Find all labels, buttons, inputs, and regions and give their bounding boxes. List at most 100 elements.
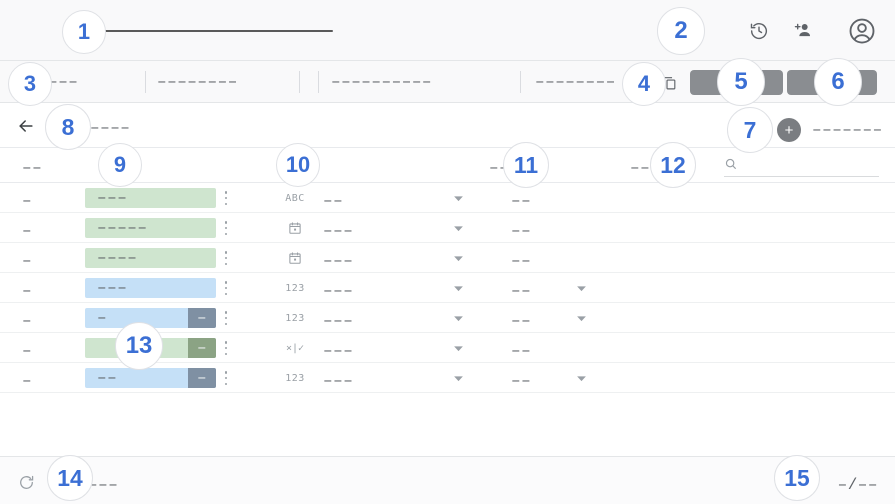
row-name-chip[interactable]: ––– xyxy=(85,188,216,208)
row-dropdown-caret-1[interactable] xyxy=(453,315,464,322)
row-name-chip[interactable]: ––– xyxy=(85,278,216,298)
row-handle: – xyxy=(22,312,33,330)
table-row[interactable]: ––––123––––– xyxy=(0,363,895,393)
row-value-secondary[interactable]: –– xyxy=(511,252,532,270)
row-dropdown-caret-1[interactable] xyxy=(453,225,464,232)
toolbar-divider-3 xyxy=(318,71,319,93)
row-more-menu-icon[interactable] xyxy=(221,191,231,205)
callout-marker-6: 6 xyxy=(814,58,862,106)
callout-marker-9: 9 xyxy=(98,143,142,187)
row-name-label: –– xyxy=(97,369,118,387)
callout-marker-15: 15 xyxy=(774,455,820,501)
add-person-icon[interactable] xyxy=(790,19,814,43)
toolbar-divider-2 xyxy=(299,71,300,93)
row-type-icon-123: 123 xyxy=(285,282,305,294)
row-value-primary[interactable]: ––– xyxy=(323,252,354,270)
row-type-icon-abc: ABC xyxy=(285,192,305,204)
callout-marker-12: 12 xyxy=(650,142,696,188)
row-value-primary[interactable]: ––– xyxy=(323,372,354,390)
breadcrumb-path[interactable]: –––– xyxy=(90,119,131,137)
toolbar-menu-3[interactable]: –––––––––– xyxy=(331,73,433,91)
row-dropdown-caret-2[interactable] xyxy=(576,285,587,292)
callout-marker-11: 11 xyxy=(503,142,549,188)
table-row[interactable]: – ––––– ––– –– xyxy=(0,213,895,243)
row-dropdown-caret-1[interactable] xyxy=(453,285,464,292)
row-dropdown-caret-1[interactable] xyxy=(453,255,464,262)
row-name-chip[interactable]: –––– xyxy=(85,248,216,268)
row-value-primary[interactable]: –– xyxy=(323,192,344,210)
history-icon[interactable] xyxy=(747,19,771,43)
row-more-menu-icon[interactable] xyxy=(221,251,231,265)
row-chip-badge-label: – xyxy=(196,339,208,357)
row-value-secondary[interactable]: –– xyxy=(511,222,532,240)
status-right-label: –/–– xyxy=(837,476,878,494)
top-bar xyxy=(0,0,895,61)
row-handle: – xyxy=(22,192,33,210)
back-arrow-icon[interactable] xyxy=(16,116,36,136)
callout-marker-1: 1 xyxy=(62,10,106,54)
add-button[interactable]: + xyxy=(777,118,801,142)
row-value-primary[interactable]: ––– xyxy=(323,342,354,360)
table-row[interactable]: ––––123––––– xyxy=(0,273,895,303)
row-value-primary[interactable]: ––– xyxy=(323,222,354,240)
row-more-menu-icon[interactable] xyxy=(221,371,231,385)
callout-marker-8: 8 xyxy=(45,104,91,150)
row-chip-badge[interactable]: – xyxy=(188,368,216,388)
callout-marker-14: 14 xyxy=(47,455,93,501)
callout-marker-7: 7 xyxy=(727,107,773,153)
row-value-primary[interactable]: ––– xyxy=(323,282,354,300)
status-left-label: ––– xyxy=(88,476,119,494)
row-value-secondary[interactable]: –– xyxy=(511,192,532,210)
row-chip-badge-label: – xyxy=(196,369,208,387)
row-name-chip[interactable]: ––– xyxy=(85,368,216,388)
row-dropdown-caret-1[interactable] xyxy=(453,345,464,352)
row-chip-badge-label: – xyxy=(196,309,208,327)
account-avatar-icon[interactable] xyxy=(847,16,877,46)
row-type-icon-date xyxy=(285,250,305,266)
row-value-secondary[interactable]: –– xyxy=(511,342,532,360)
row-handle: – xyxy=(22,282,33,300)
table-row[interactable]: – –––– ––– –– xyxy=(0,243,895,273)
refresh-icon[interactable] xyxy=(18,474,35,491)
row-name-label: ––––– xyxy=(97,219,148,237)
column-header-handle[interactable]: –– xyxy=(22,159,43,177)
callout-marker-3: 3 xyxy=(8,62,52,106)
toolbar-menu-2[interactable]: –––––––– xyxy=(157,73,238,91)
toolbar-divider-4 xyxy=(520,71,521,93)
row-value-secondary[interactable]: –– xyxy=(511,372,532,390)
row-handle: – xyxy=(22,222,33,240)
row-chip-badge[interactable]: – xyxy=(188,308,216,328)
row-handle: – xyxy=(22,342,33,360)
row-more-menu-icon[interactable] xyxy=(221,341,231,355)
row-chip-badge[interactable]: – xyxy=(188,338,216,358)
row-name-label: ––– xyxy=(97,279,128,297)
row-name-chip[interactable]: ––––– xyxy=(85,218,216,238)
top-bar-actions xyxy=(747,0,877,61)
row-dropdown-caret-1[interactable] xyxy=(453,375,464,382)
row-handle: – xyxy=(22,372,33,390)
row-more-menu-icon[interactable] xyxy=(221,311,231,325)
row-dropdown-caret-2[interactable] xyxy=(576,315,587,322)
status-bar: ––– –/–– xyxy=(0,456,895,504)
row-type-icon-123: 123 xyxy=(285,312,305,324)
table-row[interactable]: – ––– ABC –– –– xyxy=(0,183,895,213)
row-name-chip[interactable]: – – xyxy=(85,308,216,328)
add-button-label[interactable]: ––––––– xyxy=(812,121,883,139)
row-handle: – xyxy=(22,252,33,270)
row-value-secondary[interactable]: –– xyxy=(511,282,532,300)
row-value-secondary[interactable]: –– xyxy=(511,312,532,330)
row-value-primary[interactable]: ––– xyxy=(323,312,354,330)
row-type-icon-date xyxy=(285,220,305,236)
callout-marker-4: 4 xyxy=(622,62,666,106)
row-dropdown-caret-1[interactable] xyxy=(453,195,464,202)
search-input[interactable] xyxy=(724,157,879,177)
toolbar-menu-4[interactable]: –––––––– xyxy=(535,73,616,91)
row-more-menu-icon[interactable] xyxy=(221,281,231,295)
row-dropdown-caret-2[interactable] xyxy=(576,375,587,382)
row-more-menu-icon[interactable] xyxy=(221,221,231,235)
callout-marker-5: 5 xyxy=(717,58,765,106)
row-type-icon-bool: ×|✓ xyxy=(285,342,305,354)
row-name-label: – xyxy=(97,309,108,327)
row-name-label: ––– xyxy=(97,189,128,207)
